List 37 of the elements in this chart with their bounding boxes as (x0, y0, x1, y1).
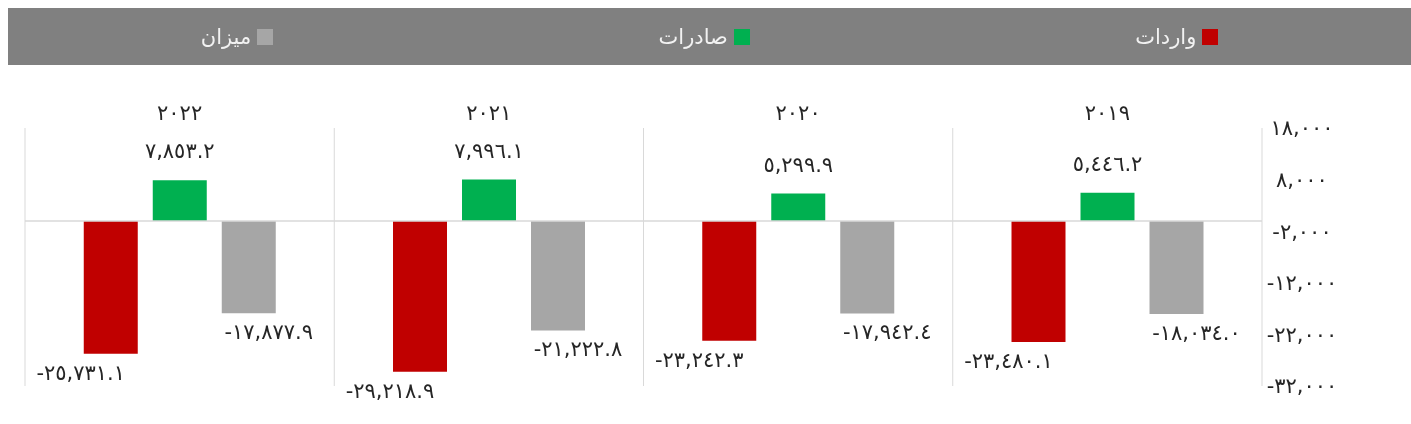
data-label: -٢٣,٢٤٢.٣ (654, 347, 744, 372)
bar (840, 220, 895, 314)
bar (1149, 220, 1204, 314)
bar (393, 220, 448, 372)
y-tick-label: ٨,٠٠٠ (1276, 168, 1328, 193)
bar (462, 179, 517, 221)
bar (83, 220, 138, 354)
x-tick-label: ٢٠٢٢ (157, 101, 203, 125)
bar (531, 220, 586, 331)
x-tick-label: ٢٠٢١ (466, 101, 512, 125)
bar (221, 220, 276, 314)
bar (1080, 192, 1135, 221)
data-label: ٥,٤٤٦.٢ (1072, 151, 1143, 176)
data-label: ٥,٢٩٩.٩ (763, 152, 834, 177)
data-label: -١٧,٨٧٧.٩ (224, 320, 314, 345)
data-label: ٧,٨٥٣.٢ (144, 139, 215, 164)
data-label: -١٧,٩٤٢.٤ (842, 320, 932, 345)
y-tick-label: -٢٢,٠٠٠ (1266, 322, 1338, 347)
y-tick-label: ١٨,٠٠٠ (1270, 116, 1334, 141)
legend-label: میزان (200, 24, 252, 49)
y-tick-label: -١٢,٠٠٠ (1266, 271, 1338, 296)
data-label: -١٨,٠٣٤.٠ (1152, 320, 1241, 345)
legend-label: واردات (1135, 24, 1197, 49)
y-tick-label: -٣٢,٠٠٠ (1266, 374, 1338, 399)
data-label: -٢٥,٧٣١.١ (36, 360, 126, 385)
x-tick-label: ٢٠١٩ (1084, 101, 1130, 125)
data-label: -٢١,٢٢٢.٨ (533, 337, 623, 362)
bar (702, 220, 757, 341)
data-label: -٢٩,٢١٨.٩ (345, 378, 435, 403)
x-tick-label: ٢٠٢٠ (775, 101, 821, 125)
legend-label: صادرات (658, 24, 728, 49)
bar (1011, 220, 1066, 343)
data-label: ٧,٩٩٦.١ (454, 138, 524, 163)
data-label: -٢٣,٤٨٠.١ (964, 349, 1053, 374)
bar (771, 193, 826, 221)
y-tick-label: -٢,٠٠٠ (1272, 219, 1332, 244)
bar (152, 180, 207, 221)
